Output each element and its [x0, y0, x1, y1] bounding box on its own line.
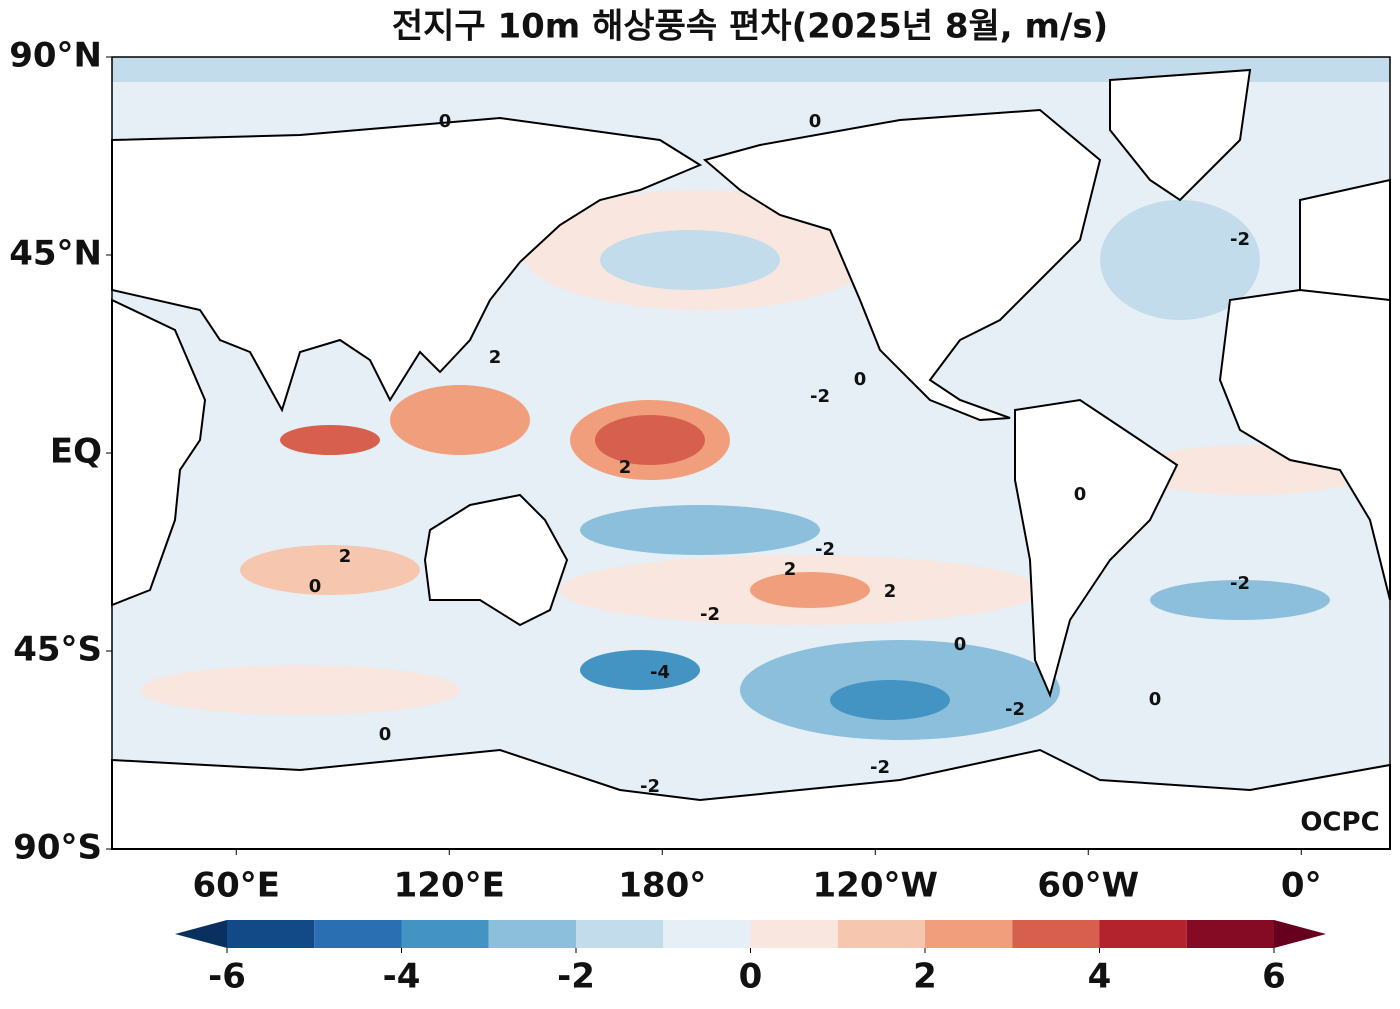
x-tick-label: 60°E: [192, 866, 280, 906]
colorbar-tick-label: -6: [208, 957, 246, 997]
colorbar-tick-label: 2: [913, 957, 937, 997]
colorbar-bin: [925, 920, 1013, 948]
contour-label: -2: [815, 539, 835, 560]
y-tick-label: 45°N: [9, 234, 102, 274]
colorbar-bin: [1099, 920, 1187, 948]
colorbar-tick-label: -4: [383, 957, 421, 997]
contour-label: 0: [854, 369, 867, 390]
colorbar-bin: [576, 920, 664, 948]
y-tick-label: 90°N: [9, 36, 102, 76]
x-tick-label: 60°W: [1037, 866, 1139, 906]
colorbar-tick-label: 0: [739, 957, 763, 997]
contour-label: -2: [1230, 573, 1250, 594]
colorbar-extend-high: [1274, 920, 1326, 948]
contour-label: -4: [650, 662, 670, 683]
contour-label: 0: [1149, 689, 1162, 710]
colorbar-tick-label: 6: [1262, 957, 1286, 997]
contour-label: 0: [439, 111, 452, 132]
x-tick-label: 180°: [618, 866, 706, 906]
colorbar-bin: [1186, 920, 1274, 948]
colorbar-bin: [401, 920, 489, 948]
x-tick-label: 120°W: [813, 866, 938, 906]
colorbar-bin: [663, 920, 751, 948]
colorbar-tick-label: 4: [1088, 957, 1112, 997]
contour-label: 0: [954, 634, 967, 655]
contour-label: -2: [1005, 699, 1025, 720]
contour-label: 2: [619, 457, 632, 478]
colorbar-tick-label: -2: [557, 957, 595, 997]
contour-label: 2: [489, 347, 502, 368]
y-tick-label: 90°S: [13, 828, 102, 868]
contour-label: -2: [700, 604, 720, 625]
colorbar-bin: [750, 920, 838, 948]
contour-label: 2: [339, 546, 352, 567]
colorbar-bin: [227, 920, 315, 948]
x-tick-label: 120°E: [394, 866, 505, 906]
colorbar-bin: [314, 920, 402, 948]
x-tick-label: 0°: [1281, 866, 1322, 906]
contour-label: 2: [784, 559, 797, 580]
map-title: 전지구 10m 해상풍속 편차(2025년 8월, m/s): [392, 7, 1108, 47]
map-field: [111, 57, 1391, 850]
y-tick-label: EQ: [50, 432, 102, 472]
contour-label: 0: [809, 111, 822, 132]
contour-label: -2: [870, 757, 890, 778]
contour-label: 0: [1074, 484, 1087, 505]
contour-label: 0: [379, 724, 392, 745]
colorbar-bin: [488, 920, 576, 948]
contour-label: 0: [309, 576, 322, 597]
contour-label: -2: [1230, 229, 1250, 250]
contour-label: -2: [640, 776, 660, 797]
colorbar-bin: [1012, 920, 1100, 948]
colorbar-bin: [837, 920, 925, 948]
logo: OCPC: [1300, 808, 1379, 838]
colorbar-extend-low: [175, 920, 227, 948]
contour-label: -2: [810, 386, 830, 407]
contour-label: 2: [884, 581, 897, 602]
y-tick-label: 45°S: [13, 630, 102, 670]
